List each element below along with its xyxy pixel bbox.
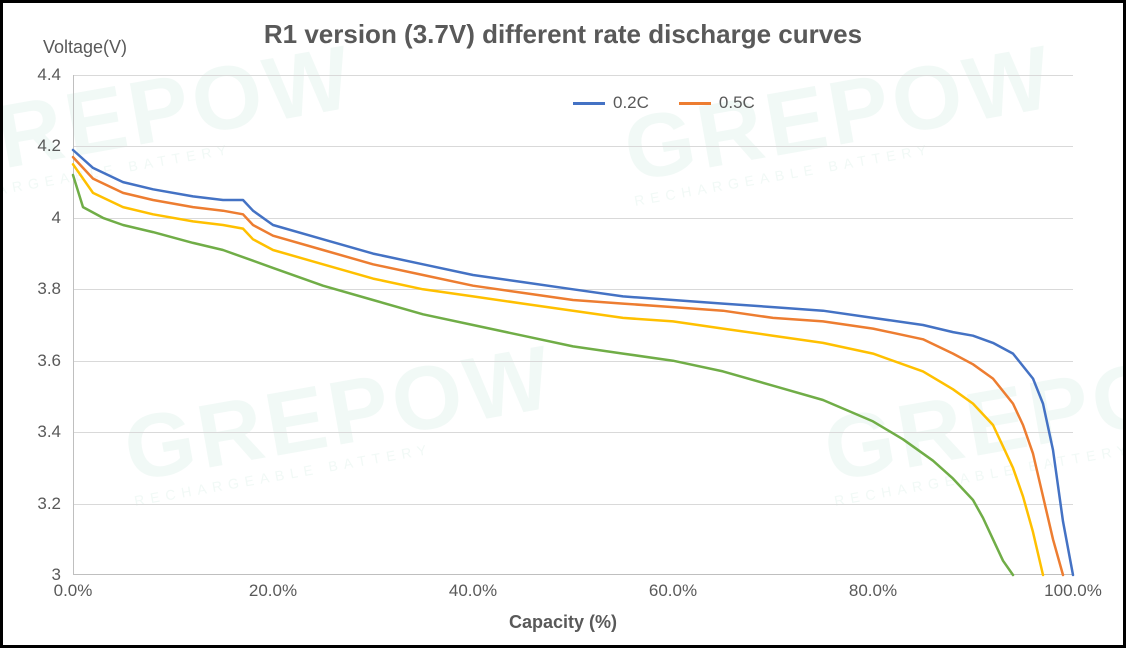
legend-item: 0.2C (573, 93, 649, 113)
chart-container: GREPOW RECHARGEABLE BATTERY GREPOW RECHA… (0, 0, 1126, 648)
legend-swatch (573, 102, 605, 105)
legend-item: 0.5C (679, 93, 755, 113)
y-tick-label: 4 (21, 208, 61, 228)
x-tick-label: 40.0% (449, 581, 497, 601)
y-tick-label: 3.4 (21, 422, 61, 442)
x-axis-title: Capacity (%) (3, 612, 1123, 633)
series-line-2.0C (73, 175, 1013, 575)
y-tick-label: 3.2 (21, 494, 61, 514)
plot-area (73, 75, 1073, 575)
chart-title: R1 version (3.7V) different rate dischar… (3, 19, 1123, 50)
series-line-0.2C (73, 150, 1073, 575)
legend-swatch (679, 102, 711, 105)
x-tick-label: 80.0% (849, 581, 897, 601)
x-tick-label: 20.0% (249, 581, 297, 601)
y-tick-label: 4.4 (21, 65, 61, 85)
y-axis-title: Voltage(V) (43, 37, 127, 58)
y-tick-label: 4.2 (21, 136, 61, 156)
y-tick-label: 3.6 (21, 351, 61, 371)
x-tick-label: 100.0% (1044, 581, 1102, 601)
series-lines (73, 75, 1073, 575)
x-tick-label: 60.0% (649, 581, 697, 601)
x-tick-label: 0.0% (54, 581, 93, 601)
series-line-0.5C (73, 157, 1063, 575)
legend-label: 0.2C (613, 93, 649, 113)
legend: 0.2C 0.5C (573, 93, 755, 113)
legend-label: 0.5C (719, 93, 755, 113)
y-tick-label: 3.8 (21, 279, 61, 299)
series-line-1.0C (73, 164, 1043, 575)
